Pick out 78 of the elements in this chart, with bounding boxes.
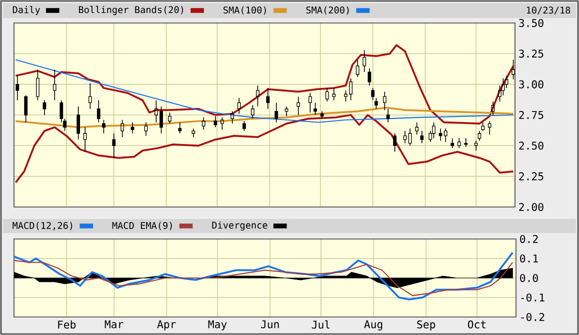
legend-label: MACD EMA(9) [112,222,172,230]
candlestick [308,92,312,113]
x-tick-label: Oct [468,320,486,328]
legend-label: Divergence [212,221,268,231]
y-tick-label: 2.75 [519,110,544,120]
candlestick [266,88,270,110]
candlestick [16,74,20,101]
candlestick [144,122,148,136]
candlestick [214,116,218,128]
line-series [14,44,514,125]
x-tick-label: Jul [312,320,330,329]
line-series [15,59,514,123]
candlestick [368,68,372,86]
candlestick [88,82,92,110]
legend-label: Bollinger Bands(20) [78,6,184,16]
y-tick-label: 2.25 [519,172,544,180]
candlestick [296,96,300,116]
candlestick [24,94,28,123]
candlestick [120,119,124,138]
candlestick [52,69,56,101]
candlestick [102,119,106,134]
candlestick [478,130,482,142]
candlestick [420,130,424,144]
candlestick [403,130,407,144]
line-series [14,114,514,184]
candlestick [130,122,134,134]
candlestick [274,102,278,123]
candlestick [444,128,448,142]
legend-label: SMA(100) [223,6,266,15]
legend-label: MACD(12,26) [12,222,72,230]
x-tick-label: Jun [261,320,279,328]
x-tick-label: Mar [104,320,124,328]
candlestick [408,128,412,146]
candlestick [284,106,288,117]
candlestick [320,110,324,120]
y-tick-label: 2.50 [519,142,544,150]
y-tick-label: 3.50 [519,18,544,28]
x-tick-label: Sep [417,320,436,330]
y-tick-label: -0.1 [521,293,544,302]
candlestick [491,101,495,116]
candlestick [314,102,317,116]
candlestick [36,69,40,101]
candlestick [332,88,336,101]
y-tick-label: 3.00 [519,80,544,88]
x-tick-label: Apr [157,320,176,330]
legend-label: Daily [12,6,40,16]
candlestick [464,138,468,148]
text: 10/23/18 [526,6,570,14]
candlestick [457,138,461,149]
y-tick-label: 2.00 [519,202,544,212]
candlestick [76,106,80,140]
candlestick [450,138,454,149]
y-tick-label: 3.25 [519,50,544,58]
candlestick [325,88,329,102]
candlestick [178,122,182,134]
candlestick [83,126,87,152]
x-tick-label: May [208,320,227,330]
candlestick [512,59,515,80]
y-tick-label: 0.1 [520,254,538,263]
candlestick [96,100,100,123]
candlestick [438,128,442,142]
candlestick [488,120,492,136]
candlestick [382,91,386,110]
candlestick [192,128,196,138]
x-tick-label: Feb [58,320,76,329]
candlestick [112,132,116,158]
candlestick [356,59,360,78]
y-tick-label: 0.2 [520,234,538,244]
candlestick [202,117,206,130]
candlestick [256,85,260,107]
candlestick [386,108,390,123]
y-tick-label: 0.0 [520,274,538,282]
candlestick [237,97,241,114]
candlestick [362,50,366,72]
legend-label: SMA(200) [306,6,349,15]
x-tick-label: Aug [364,320,382,330]
y-tick-label: -0.2 [521,312,544,322]
candlestick [474,140,478,151]
